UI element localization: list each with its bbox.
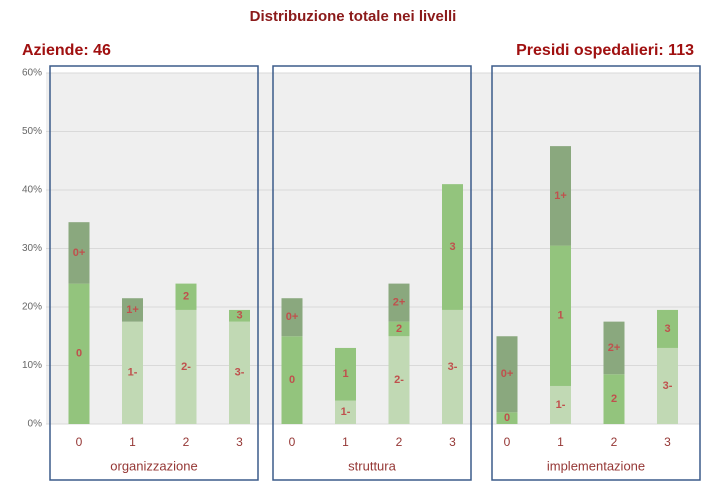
x-tick-label: 2 xyxy=(396,435,403,449)
segment-label: 1- xyxy=(341,406,351,418)
segment-label: 2 xyxy=(611,393,617,405)
segment-label: 1 xyxy=(342,368,348,380)
x-tick-label: 0 xyxy=(76,435,83,449)
y-tick-label: 0% xyxy=(28,419,43,430)
segment-label: 1- xyxy=(128,367,138,379)
x-tick-label: 1 xyxy=(557,435,564,449)
segment-label: 0+ xyxy=(286,311,299,323)
segment-label: 1 xyxy=(557,310,563,322)
bar-segment xyxy=(281,336,303,424)
x-tick-label: 1 xyxy=(342,435,349,449)
segment-label: 2 xyxy=(396,323,402,335)
y-tick-label: 60% xyxy=(22,68,42,79)
segment-label: 0 xyxy=(76,348,82,360)
bar-segment xyxy=(122,321,143,424)
annotation: Presidi ospedalieri: 113 xyxy=(516,42,694,59)
segment-label: 2- xyxy=(394,374,404,386)
segment-label: 3 xyxy=(449,241,455,253)
panel-frame xyxy=(272,65,472,481)
x-tick-label: 2 xyxy=(611,435,618,449)
x-tick-label: 3 xyxy=(449,435,456,449)
bar-segment xyxy=(388,283,410,322)
bar-segment xyxy=(657,347,678,424)
segment-label: 2 xyxy=(183,291,189,303)
x-tick-label: 0 xyxy=(289,435,296,449)
panel-label: implementazione xyxy=(547,458,645,473)
segment-label: 0 xyxy=(289,374,295,386)
panel-frame xyxy=(49,65,259,481)
segment-label: 3- xyxy=(235,367,245,379)
y-tick-label: 40% xyxy=(22,185,42,196)
segment-label: 3 xyxy=(664,323,670,335)
segment-label: 1- xyxy=(556,399,566,411)
y-tick-label: 30% xyxy=(22,243,42,254)
bar-segment xyxy=(229,309,250,322)
x-tick-label: 1 xyxy=(129,435,136,449)
segment-label: 3- xyxy=(448,361,458,373)
segment-label: 1+ xyxy=(126,304,139,316)
bar-segment xyxy=(550,385,571,424)
y-tick-label: 50% xyxy=(22,126,42,137)
x-tick-label: 3 xyxy=(236,435,243,449)
x-tick-label: 2 xyxy=(183,435,190,449)
panel-frame xyxy=(491,65,701,481)
chart-title: Distribuzione totale nei livelli xyxy=(250,8,457,25)
bar-segment xyxy=(657,309,678,348)
bar-segment xyxy=(175,283,197,310)
bar-segment xyxy=(68,222,90,284)
bar-segment xyxy=(175,309,197,424)
segment-label: 2+ xyxy=(393,297,406,309)
bar-segment xyxy=(281,298,303,337)
bar-segment xyxy=(603,374,625,424)
segment-label: 3- xyxy=(663,380,673,392)
bar-segment xyxy=(335,400,356,424)
segment-label: 0+ xyxy=(501,368,514,380)
panel-label: organizzazione xyxy=(110,458,197,473)
segment-label: 0 xyxy=(504,412,510,424)
segment-label: 1+ xyxy=(554,190,567,202)
segment-label: 2+ xyxy=(608,342,621,354)
x-tick-label: 0 xyxy=(504,435,511,449)
bar-segment xyxy=(442,184,463,310)
segment-label: 2- xyxy=(181,361,191,373)
bar-segment xyxy=(229,321,250,424)
bar-segment xyxy=(496,336,518,413)
bar-segment xyxy=(550,245,571,386)
segment-label: 3 xyxy=(236,310,242,322)
bar-segment xyxy=(122,298,143,322)
annotation: Aziende: 46 xyxy=(22,42,111,59)
bar-segment xyxy=(603,321,625,375)
bar-segment xyxy=(496,412,518,424)
bar-segment xyxy=(388,321,410,337)
x-tick-label: 3 xyxy=(664,435,671,449)
bar-segment xyxy=(68,283,90,424)
panel-label: struttura xyxy=(348,458,396,473)
y-tick-label: 20% xyxy=(22,302,42,313)
bar-segment xyxy=(442,309,463,424)
y-tick-label: 10% xyxy=(22,360,42,371)
bar-segment xyxy=(388,336,410,424)
segment-label: 0+ xyxy=(73,247,86,259)
bar-segment xyxy=(550,146,571,246)
bar-segment xyxy=(335,347,356,401)
